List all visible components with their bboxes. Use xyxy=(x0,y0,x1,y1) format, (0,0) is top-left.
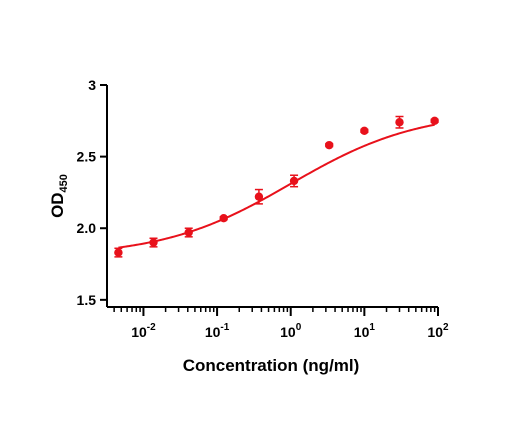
data-point xyxy=(289,176,299,186)
data-point xyxy=(324,140,334,150)
x-tick-label: 10-2 xyxy=(131,322,156,340)
x-tick-base: 10 xyxy=(427,324,443,340)
x-tick-base: 10 xyxy=(205,324,221,340)
x-tick-exponent: 1 xyxy=(369,322,375,333)
data-point xyxy=(254,192,264,201)
x-tick-label: 100 xyxy=(280,322,302,340)
data-point xyxy=(430,116,439,126)
fit-curve xyxy=(118,123,435,249)
y-axis-title-base: OD xyxy=(48,192,67,218)
data-point xyxy=(219,214,228,223)
data-point xyxy=(149,238,158,247)
x-tick-label: 102 xyxy=(427,322,449,340)
data-points xyxy=(114,115,439,258)
y-tick-label: 2.5 xyxy=(77,149,97,165)
data-point xyxy=(395,118,404,127)
x-tick-label: 10-1 xyxy=(205,322,230,340)
x-tick-base: 10 xyxy=(280,324,296,340)
y-tick-label: 2.0 xyxy=(77,220,97,236)
data-point xyxy=(184,228,193,237)
y-axis-title: OD450 xyxy=(48,174,70,218)
x-tick-exponent: -1 xyxy=(220,322,229,333)
y-tick-label: 1.5 xyxy=(77,292,97,308)
y-axis-title-subscript: 450 xyxy=(58,174,70,192)
x-tick-label: 101 xyxy=(354,322,376,340)
x-tick-exponent: 0 xyxy=(296,322,302,333)
x-tick-exponent: 2 xyxy=(443,322,449,333)
y-ticks: 1.5 2.0 2.5 3 xyxy=(77,77,107,308)
x-tick-base: 10 xyxy=(131,324,147,340)
x-axis-title: Concentration (ng/ml) xyxy=(183,356,360,375)
y-tick-label: 3 xyxy=(88,77,96,93)
x-ticks: 10-2 10-1 100 101 102 xyxy=(113,307,449,340)
x-tick-base: 10 xyxy=(354,324,370,340)
data-point xyxy=(114,248,123,257)
plot-area xyxy=(114,115,439,258)
data-point xyxy=(360,126,369,136)
x-tick-exponent: -2 xyxy=(147,322,156,333)
